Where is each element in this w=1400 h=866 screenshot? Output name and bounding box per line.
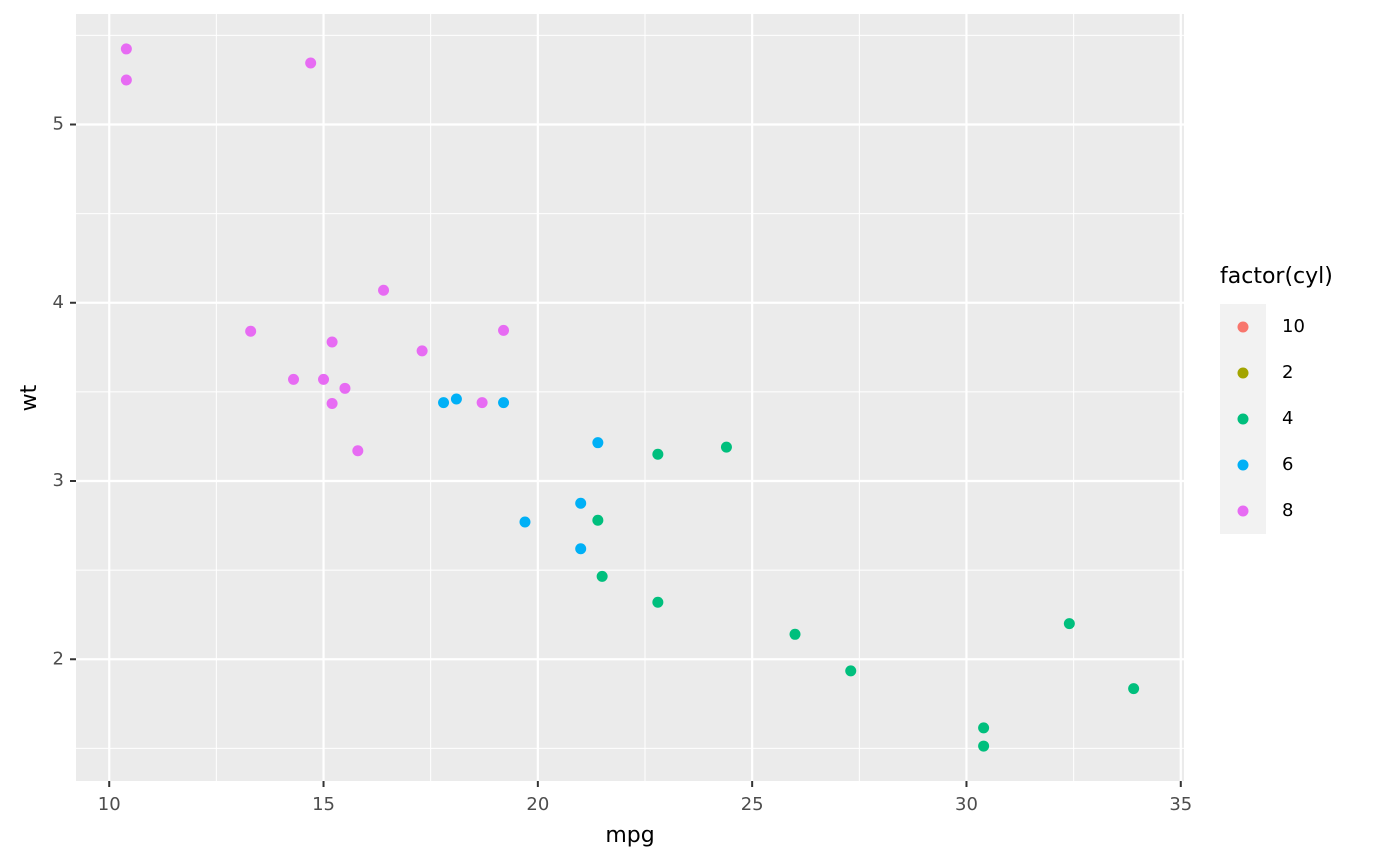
y-tick-label: 2 <box>53 648 64 669</box>
point <box>978 740 990 752</box>
point <box>1063 618 1075 630</box>
point <box>352 445 364 457</box>
point <box>498 324 510 336</box>
point <box>305 57 317 69</box>
point <box>120 74 132 86</box>
point <box>575 543 587 555</box>
legend-label: 2 <box>1282 362 1293 383</box>
point <box>845 665 857 677</box>
legend-label: 4 <box>1282 408 1293 429</box>
legend-marker <box>1237 459 1249 471</box>
legend-marker <box>1237 321 1249 333</box>
legend-label: 8 <box>1282 500 1293 521</box>
point <box>318 373 330 385</box>
x-tick-label: 25 <box>741 794 764 815</box>
point <box>575 497 587 509</box>
point <box>1128 683 1140 695</box>
legend-marker <box>1237 505 1249 517</box>
point <box>652 448 664 460</box>
point <box>592 437 604 449</box>
x-tick-label: 35 <box>1169 794 1192 815</box>
y-tick-label: 5 <box>53 114 64 135</box>
point <box>652 596 664 608</box>
point <box>326 397 338 409</box>
point <box>498 397 510 409</box>
point <box>519 516 531 528</box>
legend-marker <box>1237 413 1249 425</box>
legend-label: 6 <box>1282 454 1293 475</box>
point <box>978 722 990 734</box>
y-tick-label: 3 <box>53 470 64 491</box>
point <box>476 397 488 409</box>
y-tick-label: 4 <box>53 292 64 313</box>
point <box>596 570 608 582</box>
legend-label: 10 <box>1282 316 1305 337</box>
point <box>720 441 732 453</box>
point <box>416 345 428 357</box>
point <box>288 373 300 385</box>
x-axis-title: mpg <box>605 823 654 848</box>
legend-title: factor(cyl) <box>1220 264 1333 289</box>
point <box>592 514 604 526</box>
point <box>378 284 390 296</box>
panel <box>76 14 1184 781</box>
y-axis-title: wt <box>17 384 42 411</box>
x-tick-label: 30 <box>955 794 978 815</box>
x-tick-label: 15 <box>312 794 335 815</box>
point <box>789 628 801 640</box>
x-tick-label: 10 <box>98 794 121 815</box>
legend-marker <box>1237 367 1249 379</box>
point <box>326 336 338 348</box>
point <box>450 393 462 405</box>
point <box>245 325 257 337</box>
point <box>120 43 132 55</box>
point <box>438 397 450 409</box>
point <box>339 382 351 394</box>
x-tick-label: 20 <box>526 794 549 815</box>
